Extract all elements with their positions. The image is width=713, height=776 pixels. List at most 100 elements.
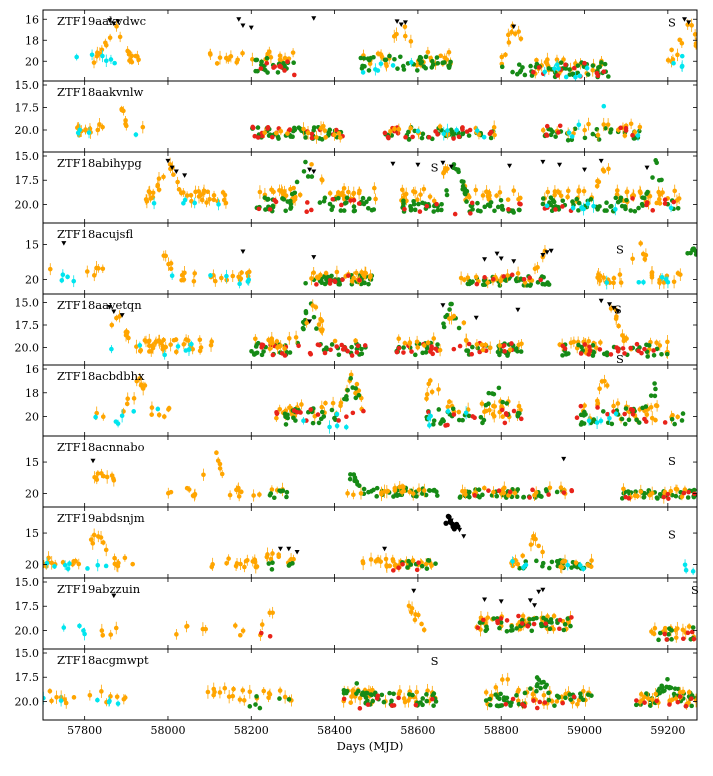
data-point-cyan [598,418,604,424]
panel-ZTF18acbdbhx: 16 18 20 ZTF18acbdbhx [25,363,698,437]
upper-limit-marker [107,18,113,23]
data-point-green [318,416,324,422]
data-point-green [478,415,484,420]
data-point-green [358,55,364,61]
data-point-green [434,493,440,498]
data-point-red [502,420,508,426]
data-point-cyan [85,566,90,571]
data-point-green [487,203,493,209]
data-point-orange [479,401,485,406]
data-point-green [563,66,569,71]
data-point-red [630,411,636,417]
panel-name: ZTF18aakvnlw [57,85,144,99]
data-point-cyan [570,205,576,211]
x-tick-label: 58400 [317,724,352,737]
data-point-green [667,685,672,691]
data-point-orange [309,162,314,167]
data-point-orange [100,124,105,130]
data-point-orange [460,488,465,494]
data-point-green [480,420,485,426]
data-point-orange [247,689,253,695]
data-point-orange [332,132,337,138]
data-point-green [669,637,674,642]
data-point-green [460,183,466,189]
data-point-orange [315,275,321,281]
data-point-green [430,58,435,64]
data-point-red [456,134,462,140]
data-point-green [423,54,429,60]
data-point-cyan [108,57,114,62]
data-point-orange [156,187,162,193]
data-point-green [287,350,293,355]
data-point-green [371,487,376,493]
data-point-cyan [378,61,384,67]
data-point-green [310,420,316,426]
data-point-red [451,346,457,352]
data-point-orange [301,126,306,132]
data-point-green [365,698,370,704]
data-point-red [531,621,537,627]
data-point-orange [632,493,638,498]
data-point-orange [559,565,565,570]
data-point-red [571,65,577,71]
marker-s: S [616,242,624,256]
data-point-orange [336,131,342,136]
data-point-orange [552,192,557,198]
data-point-orange [503,52,508,58]
data-point-green [356,688,361,694]
data-point-orange [561,57,566,62]
data-point-orange [651,631,657,637]
data-point-orange [397,484,403,490]
data-point-red [472,493,477,498]
data-point-cyan [151,200,157,206]
data-point-green [379,692,385,698]
data-point-green [615,199,621,205]
data-point-red [267,633,273,639]
data-point-green [578,412,584,418]
data-point-cyan [409,60,414,65]
data-point-orange [270,610,275,616]
panel-frame [42,648,698,721]
data-point-red [615,348,621,354]
y-tick-label: 16 [25,363,39,376]
upper-limit-marker [582,167,588,173]
data-point-green [497,283,503,288]
data-point-red [527,275,533,281]
y-tick-label: 20.0 [15,695,40,708]
data-point-orange [161,414,167,419]
data-point-cyan [334,423,340,429]
upper-limit-marker [173,169,179,175]
data-point-green [484,626,490,632]
data-point-red [654,698,659,704]
data-point-green [423,492,429,498]
data-point-orange [571,339,577,345]
data-point-green [585,72,591,77]
data-point-orange [215,458,221,463]
data-point-red [374,696,380,701]
data-point-green [570,71,576,77]
data-point-green [412,352,418,358]
data-point-orange [327,190,333,196]
data-point-green [539,623,544,629]
data-point-orange [461,277,467,283]
data-point-orange [319,404,325,410]
data-point-orange [492,132,497,138]
data-point-green [475,200,480,206]
data-point-red [341,696,347,702]
data-point-orange [330,400,336,406]
data-point-orange [597,386,602,391]
data-point-orange [124,401,130,407]
data-point-red [424,203,430,209]
upper-limit-marker [611,305,617,311]
data-point-orange [91,273,97,278]
data-point-cyan [208,273,213,278]
data-point-green [324,346,330,352]
data-point-green [344,394,349,399]
data-point-green [359,351,365,356]
data-point-green [430,693,436,698]
data-point-green [401,67,407,72]
data-point-green [255,125,261,130]
data-point-orange [257,189,263,195]
data-point-orange [335,190,341,195]
data-point-red [665,491,671,497]
